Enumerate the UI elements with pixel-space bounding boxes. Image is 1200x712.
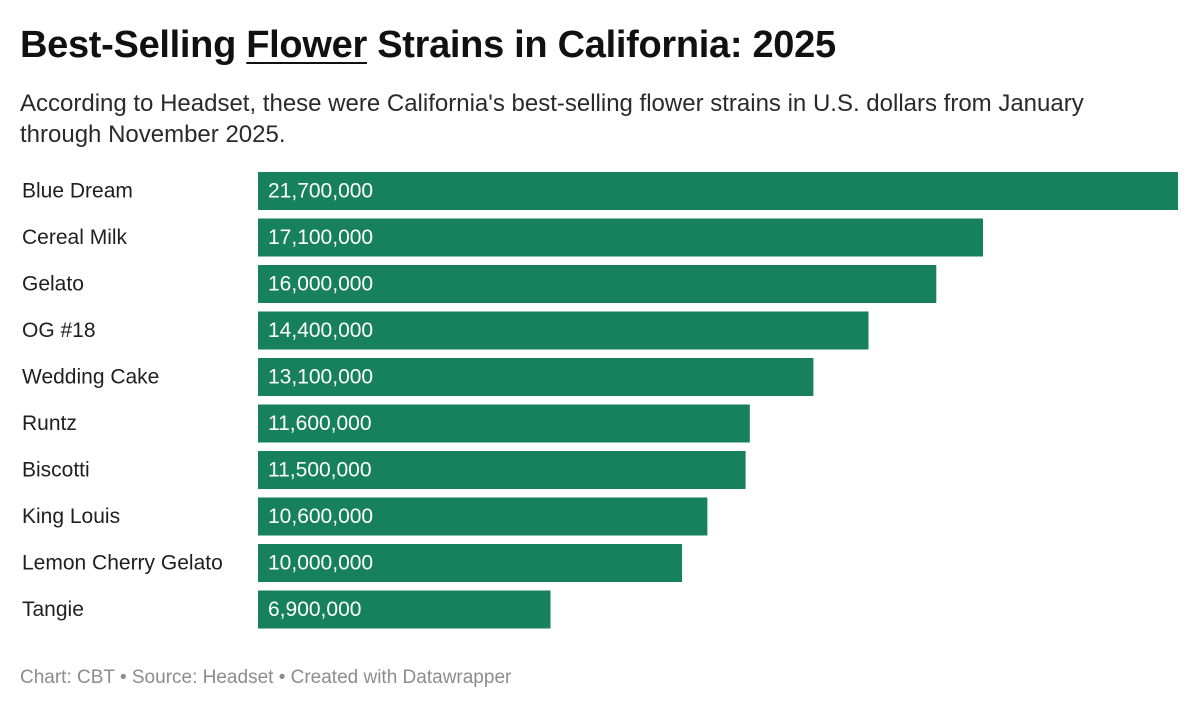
bar-row-runtz: Runtz 11,600,000 (22, 404, 750, 443)
bar-row-gelato: Gelato 16,000,000 (22, 265, 937, 303)
bar-og-18 (258, 311, 869, 350)
bar-row-wedding-cake: Wedding Cake 13,100,000 (22, 358, 814, 396)
bar-gelato (258, 265, 937, 303)
title-flower-link[interactable]: Flower (246, 24, 367, 66)
category-label-king-louis: King Louis (22, 505, 120, 528)
category-label-biscotti: Biscotti (22, 459, 90, 482)
title-prefix: Best-Selling (20, 24, 247, 66)
bar-row-cereal-milk: Cereal Milk 17,100,000 (22, 218, 983, 257)
bar-row-tangie: Tangie 6,900,000 (22, 590, 551, 629)
value-label-lemon-cherry-gelato: 10,000,000 (268, 552, 373, 575)
value-label-wedding-cake: 13,100,000 (268, 366, 373, 389)
category-label-cereal-milk: Cereal Milk (22, 226, 128, 249)
bar-lemon-cherry-gelato (258, 544, 682, 582)
value-label-tangie: 6,900,000 (268, 598, 361, 621)
bar-row-lemon-cherry-gelato: Lemon Cherry Gelato 10,000,000 (22, 544, 682, 582)
category-label-gelato: Gelato (22, 273, 84, 296)
bar-tangie (258, 590, 551, 629)
bar-runtz (258, 404, 750, 443)
value-label-blue-dream: 21,700,000 (268, 180, 373, 203)
bar-king-louis (258, 497, 708, 536)
category-label-runtz: Runtz (22, 412, 77, 435)
bar-row-og-18: OG #18 14,400,000 (22, 311, 869, 350)
bar-row-biscotti: Biscotti 11,500,000 (22, 451, 746, 489)
category-label-lemon-cherry-gelato: Lemon Cherry Gelato (22, 552, 223, 575)
value-label-cereal-milk: 17,100,000 (268, 226, 373, 249)
bar-wedding-cake (258, 358, 814, 396)
value-label-biscotti: 11,500,000 (268, 459, 372, 482)
bar-row-blue-dream: Blue Dream 21,700,000 (22, 172, 1178, 210)
chart-footer: Chart: CBT • Source: Headset • Created w… (20, 667, 512, 688)
bar-blue-dream (258, 172, 1178, 210)
bar-cereal-milk (258, 218, 983, 257)
value-label-king-louis: 10,600,000 (268, 505, 373, 528)
bar-row-king-louis: King Louis 10,600,000 (22, 497, 708, 536)
value-label-runtz: 11,600,000 (268, 412, 372, 435)
title-suffix: Strains in California: 2025 (366, 24, 836, 66)
chart-title: Best-Selling Flower Strains in Californi… (20, 22, 836, 68)
value-label-og-18: 14,400,000 (268, 319, 373, 342)
category-label-blue-dream: Blue Dream (22, 180, 133, 203)
category-label-tangie: Tangie (22, 598, 84, 621)
value-label-gelato: 16,000,000 (268, 273, 373, 296)
bar-biscotti (258, 451, 746, 489)
category-label-wedding-cake: Wedding Cake (22, 366, 159, 389)
category-label-og-18: OG #18 (22, 319, 96, 342)
bar-chart: Blue Dream 21,700,000 Cereal Milk 17,100,00… (22, 172, 1178, 629)
chart-subtitle: According to Headset, these were Califor… (20, 90, 1084, 148)
